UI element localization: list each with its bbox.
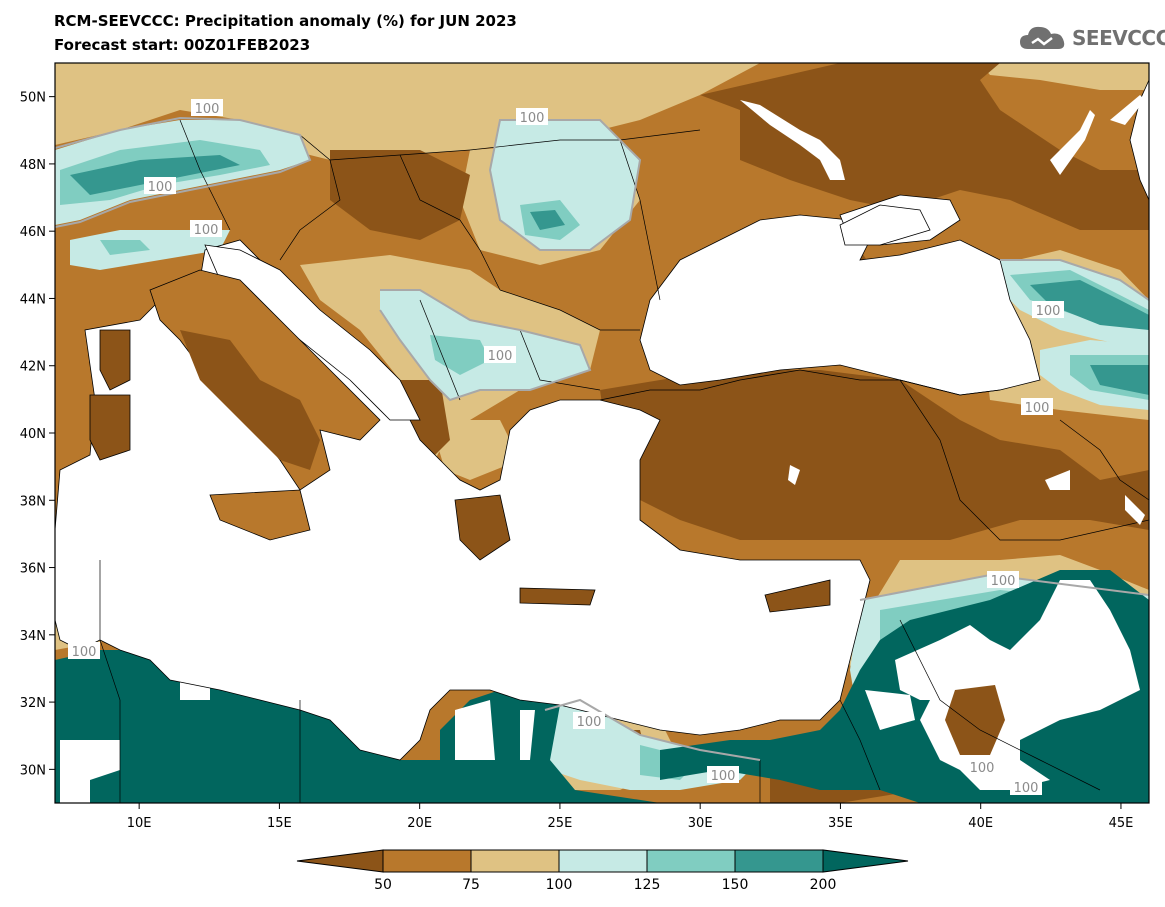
- lon-tick-label: 45E: [1109, 816, 1134, 831]
- contour-label: 100: [144, 177, 176, 195]
- forecast-start: Forecast start: 00Z01FEB2023: [54, 36, 311, 54]
- colorbar-upper-extend: [822, 849, 909, 873]
- contour-label: 100: [191, 99, 223, 117]
- corsica: [99, 329, 131, 391]
- lat-tick-label: 40N: [20, 427, 46, 442]
- colorbar-segment: [382, 849, 472, 873]
- svg-text:100: 100: [577, 715, 602, 730]
- svg-text:100: 100: [488, 349, 513, 364]
- colorbar-segment: [558, 849, 648, 873]
- svg-text:100: 100: [195, 102, 220, 117]
- contour-label: 100: [516, 108, 548, 126]
- colorbar-label: 75: [462, 877, 480, 893]
- contour-label: 100: [1021, 398, 1053, 416]
- contour-label: 100: [484, 346, 516, 364]
- contour-label: 100: [966, 758, 998, 776]
- lon-tick-label: 10E: [127, 816, 152, 831]
- lat-tick-label: 42N: [20, 360, 46, 375]
- lon-tick-label: 15E: [267, 816, 292, 831]
- black-sea: [639, 214, 1041, 396]
- contour-labels: 100 100 100 100 100 100 100 100 100 100 100 100 100: [68, 99, 1064, 796]
- contour-label: 100: [987, 571, 1019, 589]
- lat-tick-label: 46N: [20, 225, 46, 240]
- logo-text: SEEVCCC: [1072, 26, 1165, 50]
- contour-label: 100: [190, 220, 222, 238]
- anatolia-coastline: [599, 369, 1001, 401]
- colorbar-label: 100: [546, 877, 573, 893]
- lon-tick-label: 35E: [828, 816, 853, 831]
- colorbar-lower-extend: [296, 849, 384, 873]
- lat-tick-label: 50N: [20, 91, 46, 106]
- sicily: [209, 489, 311, 541]
- map-title: RCM-SEEVCCC: Precipitation anomaly (%) f…: [54, 12, 517, 30]
- contour-label: 100: [68, 642, 100, 660]
- colorbar-label: 150: [722, 877, 749, 893]
- svg-text:100: 100: [1025, 401, 1050, 416]
- sardinia: [89, 394, 131, 461]
- anomaly-150-200-regions: [70, 155, 1149, 395]
- peloponnese: [454, 494, 511, 561]
- islands: [89, 204, 931, 613]
- white-artifacts: [740, 95, 1145, 525]
- lat-tick-label: 32N: [20, 696, 46, 711]
- colorbar-segment: [734, 849, 824, 873]
- crete: [519, 587, 596, 606]
- colorbar: 50 75 100 125 150 200: [296, 849, 909, 893]
- lon-tick-label: 40E: [968, 816, 993, 831]
- colorbar-label: 125: [634, 877, 661, 893]
- contour-label: 100: [1010, 778, 1042, 796]
- seevccc-logo: SEEVCCC: [1018, 20, 1165, 56]
- colorbar-label: 50: [374, 877, 392, 893]
- lat-tick-label: 38N: [20, 494, 46, 509]
- colorbar-segment: [470, 849, 560, 873]
- colorbar-label: 200: [810, 877, 837, 893]
- italy-south-dark: [180, 330, 320, 470]
- cyprus: [764, 579, 831, 613]
- svg-text:100: 100: [970, 761, 995, 776]
- lat-tick-label: 30N: [20, 763, 46, 778]
- lat-tick-label: 34N: [20, 629, 46, 644]
- cloud-icon: [1020, 26, 1065, 49]
- latitude-axis: 30N 32N 34N 36N 38N 40N 42N 44N 46N 48N 50N: [20, 91, 55, 778]
- svg-text:100: 100: [991, 574, 1016, 589]
- lat-tick-label: 44N: [20, 292, 46, 307]
- lon-tick-label: 25E: [548, 816, 573, 831]
- lat-tick-label: 48N: [20, 158, 46, 173]
- crimea: [839, 204, 931, 246]
- contour-label: 100: [573, 712, 605, 730]
- svg-text:100: 100: [148, 180, 173, 195]
- lon-tick-label: 30E: [688, 816, 713, 831]
- longitude-axis: 10E 15E 20E 25E 30E 35E 40E 45E: [127, 803, 1134, 831]
- svg-text:100: 100: [194, 223, 219, 238]
- contour-label: 100: [1032, 301, 1064, 319]
- svg-text:100: 100: [520, 111, 545, 126]
- svg-text:100: 100: [711, 769, 736, 784]
- colorbar-segment: [646, 849, 736, 873]
- svg-text:100: 100: [72, 645, 97, 660]
- svg-text:100: 100: [1036, 304, 1061, 319]
- lat-tick-label: 36N: [20, 562, 46, 577]
- inner-core-region: [945, 685, 1005, 755]
- country-borders: [99, 119, 1149, 803]
- svg-text:100: 100: [1014, 781, 1039, 796]
- contour-label: 100: [707, 766, 739, 784]
- lon-tick-label: 20E: [407, 816, 432, 831]
